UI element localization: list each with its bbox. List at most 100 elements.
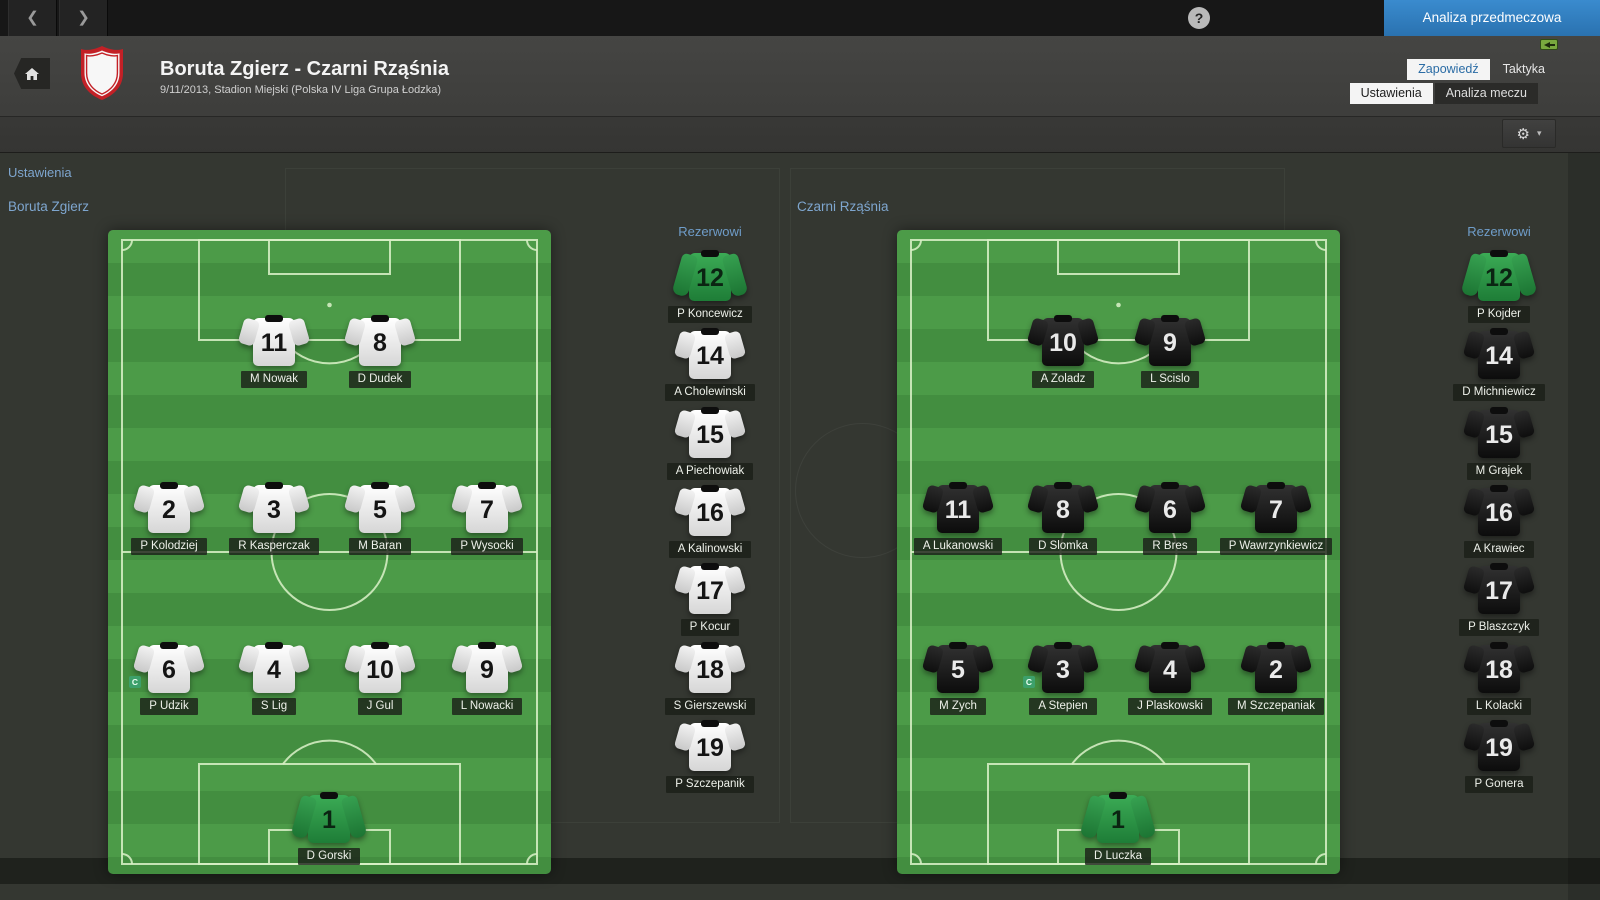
collar — [371, 482, 389, 489]
shirt-icon: 8 — [359, 315, 401, 366]
tab-row-primary: Zapowiedź Taktyka — [1407, 59, 1556, 80]
player-chip[interactable]: 8 D Dudek — [320, 315, 440, 388]
collar — [1490, 485, 1508, 492]
player-chip[interactable]: 10 A Zoladz — [1003, 315, 1123, 388]
away-team-link[interactable]: Czarni Rząśnia — [797, 199, 889, 214]
shirt-icon: 12 — [689, 250, 731, 301]
home-icon — [25, 67, 39, 80]
away-pitch: 10 A Zoladz 9 L Scislo 11 A Lukanowski 8… — [897, 230, 1340, 874]
home-team-link[interactable]: Boruta Zgierz — [8, 199, 90, 214]
player-name-label: P Koncewicz — [668, 306, 752, 323]
player-chip[interactable]: 5 M Zych — [898, 642, 1018, 715]
shirt-number: 4 — [1163, 656, 1177, 684]
sub-player-chip[interactable]: 17 P Blaszczyk — [1439, 563, 1559, 636]
shirt-number: 18 — [1485, 656, 1513, 684]
shirt-number: 17 — [1485, 577, 1513, 605]
back-button[interactable]: ❮ — [8, 0, 57, 36]
collar — [1490, 407, 1508, 414]
club-crest[interactable] — [78, 44, 126, 102]
sub-player-chip[interactable]: 15 A Piechowiak — [650, 407, 770, 480]
collar — [701, 563, 719, 570]
shirt-number: 5 — [373, 496, 387, 524]
shirt-icon: 7 — [1255, 482, 1297, 533]
player-name-label: A Krawiec — [1464, 541, 1534, 558]
tab-zapowiedz[interactable]: Zapowiedź — [1407, 59, 1490, 80]
tab-analiza-meczu[interactable]: Analiza meczu — [1434, 83, 1538, 104]
shirt-number: 12 — [696, 264, 724, 292]
chevron-right-icon: ❯ — [77, 9, 90, 26]
player-chip[interactable]: 3 R Kasperczak — [214, 482, 334, 555]
home-button[interactable] — [14, 58, 50, 89]
tab-ustawienia[interactable]: Ustawienia — [1349, 83, 1433, 104]
sub-player-chip[interactable]: 17 P Kocur — [650, 563, 770, 636]
forward-button[interactable]: ❯ — [59, 0, 108, 36]
shirt-icon: 1 — [308, 792, 350, 843]
shirt-number: 16 — [696, 499, 724, 527]
sub-player-chip[interactable]: 16 A Kalinowski — [650, 485, 770, 558]
match-header: Boruta Zgierz - Czarni Rząśnia 9/11/2013… — [0, 36, 1600, 153]
player-chip[interactable]: 4 J Plaskowski — [1110, 642, 1230, 715]
sub-player-chip[interactable]: 16 A Krawiec — [1439, 485, 1559, 558]
sub-player-chip[interactable]: 14 D Michniewicz — [1439, 328, 1559, 401]
player-chip[interactable]: 8 D Slomka — [1003, 482, 1123, 555]
player-chip[interactable]: 4 S Lig — [214, 642, 334, 715]
panel-plugin-icon[interactable] — [1540, 39, 1558, 50]
match-title: Boruta Zgierz - Czarni Rząśnia — [160, 58, 449, 80]
collar — [949, 482, 967, 489]
collar — [701, 250, 719, 257]
player-chip[interactable]: 1 D Luczka — [1058, 792, 1178, 865]
sub-player-chip[interactable]: 15 M Grajek — [1439, 407, 1559, 480]
player-chip[interactable]: 7 P Wysocki — [427, 482, 547, 555]
shirt-number: 19 — [1485, 734, 1513, 762]
player-name-label: D Gorski — [297, 848, 361, 865]
player-chip[interactable]: 9 L Scislo — [1110, 315, 1230, 388]
player-chip[interactable]: 10 J Gul — [320, 642, 440, 715]
sub-player-chip[interactable]: 19 P Szczepanik — [650, 720, 770, 793]
player-name-label: J Plaskowski — [1128, 698, 1212, 715]
sub-player-chip[interactable]: 12 P Koncewicz — [650, 250, 770, 323]
collar — [1490, 642, 1508, 649]
match-subtitle: 9/11/2013, Stadion Miejski (Polska IV Li… — [160, 84, 442, 96]
player-chip[interactable]: 11 M Nowak — [214, 315, 334, 388]
sub-player-chip[interactable]: 14 A Cholewinski — [650, 328, 770, 401]
player-name-label: R Bres — [1143, 538, 1197, 555]
player-name-label: L Kolacki — [1466, 698, 1532, 715]
shirt-number: 15 — [1485, 421, 1513, 449]
collar — [1267, 482, 1285, 489]
player-name-label: P Szczepanik — [666, 776, 754, 793]
player-chip[interactable]: 2 M Szczepaniak — [1216, 642, 1336, 715]
chevron-down-icon: ▾ — [1536, 128, 1542, 138]
tab-taktyka[interactable]: Taktyka — [1502, 62, 1545, 76]
sub-player-chip[interactable]: 12 P Kojder — [1439, 250, 1559, 323]
shirt-number: 1 — [1111, 806, 1125, 834]
pre-match-analysis-button[interactable]: Analiza przedmeczowa — [1384, 0, 1600, 36]
collar — [701, 720, 719, 727]
player-chip[interactable]: 11 A Lukanowski — [898, 482, 1018, 555]
player-chip[interactable]: 6 R Bres — [1110, 482, 1230, 555]
player-chip[interactable]: C 3 A Stepien — [1003, 642, 1123, 715]
shirt-icon: 11 — [253, 315, 295, 366]
shirt-number: 16 — [1485, 499, 1513, 527]
collar — [1109, 792, 1127, 799]
sub-player-chip[interactable]: 19 P Gonera — [1439, 720, 1559, 793]
collar — [478, 482, 496, 489]
player-name-label: D Dudek — [348, 371, 412, 388]
chevron-left-icon: ❮ — [26, 9, 39, 26]
sub-player-chip[interactable]: 18 S Gierszewski — [650, 642, 770, 715]
settings-gear-button[interactable]: ⚙ ▾ — [1502, 119, 1556, 148]
player-name-label: P Kojder — [1468, 306, 1530, 323]
player-chip[interactable]: 9 L Nowacki — [427, 642, 547, 715]
player-chip[interactable]: 7 P Wawrzynkiewicz — [1216, 482, 1336, 555]
player-chip[interactable]: 5 M Baran — [320, 482, 440, 555]
player-chip[interactable]: C 6 P Udzik — [109, 642, 229, 715]
sub-player-chip[interactable]: 18 L Kolacki — [1439, 642, 1559, 715]
shirt-icon: 1 — [1097, 792, 1139, 843]
player-chip[interactable]: 2 P Kolodziej — [109, 482, 229, 555]
collar — [1490, 250, 1508, 257]
settings-link[interactable]: Ustawienia — [8, 165, 72, 180]
player-name-label: M Grajek — [1466, 463, 1532, 480]
help-button[interactable]: ? — [1188, 7, 1210, 29]
shirt-number: 12 — [1485, 264, 1513, 292]
shirt-icon: 19 — [689, 720, 731, 771]
player-chip[interactable]: 1 D Gorski — [269, 792, 389, 865]
